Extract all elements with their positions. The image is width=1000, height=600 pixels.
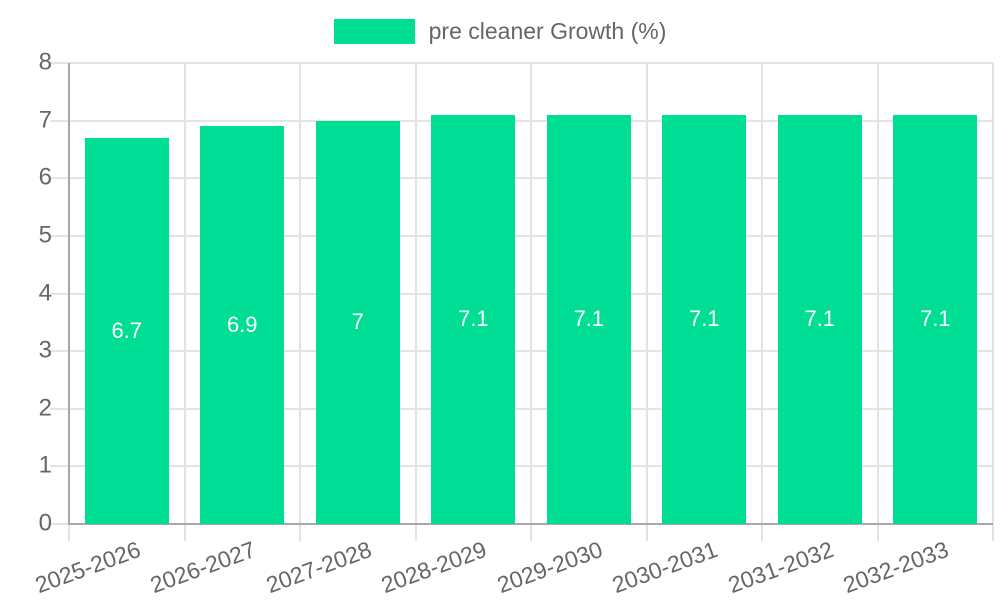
bar-2029-2030[interactable] [546, 114, 631, 524]
x-axis-tick-label: 2030-2031 [608, 536, 722, 599]
bar-value-label: 7.1 [573, 306, 605, 332]
y-axis-tick-label: 0 [38, 509, 52, 537]
y-axis-tick-label: 3 [38, 336, 52, 364]
gridline-horizontal [50, 62, 993, 64]
y-axis-tick-label: 5 [38, 221, 52, 249]
bar-value-label: 6.7 [111, 317, 143, 343]
gridline-horizontal [50, 119, 993, 122]
y-axis-tick-label: 1 [38, 451, 52, 479]
bar-value-label: 7.1 [804, 306, 836, 332]
gridline-vertical [645, 63, 648, 541]
x-axis-tick-label: 2026-2027 [146, 536, 260, 599]
y-axis-tick-label: 2 [38, 394, 52, 422]
legend[interactable]: pre cleaner Growth (%) [0, 18, 1000, 45]
x-axis-tick-label: 2029-2030 [493, 536, 606, 599]
y-axis-tick-label: 4 [38, 278, 52, 306]
bar-2028-2029[interactable] [431, 114, 516, 524]
x-axis-tick-label: 2031-2032 [724, 536, 837, 599]
bar-2025-2026[interactable] [84, 137, 169, 524]
gridline-vertical [530, 63, 532, 541]
bar-value-label: 7.1 [688, 306, 720, 332]
bar-2026-2027[interactable] [200, 126, 285, 524]
gridline-vertical [414, 63, 417, 541]
gridline-horizontal [50, 177, 993, 180]
x-axis-line [68, 523, 993, 525]
legend-label: pre cleaner Growth (%) [428, 18, 667, 44]
gridline-vertical [299, 63, 301, 541]
bar-2030-2031[interactable] [662, 114, 747, 524]
bar-value-label: 7.1 [457, 306, 489, 332]
gridline-vertical [876, 63, 879, 541]
bar-value-label: 7.1 [919, 306, 951, 332]
gridline-horizontal [50, 465, 993, 468]
y-axis-tick-label: 7 [38, 106, 52, 134]
x-axis-tick-label: 2032-2033 [839, 536, 953, 599]
gridline-horizontal [50, 234, 993, 237]
y-axis-tick-label: 8 [38, 48, 52, 76]
gridline-vertical [992, 63, 994, 541]
bar-2031-2032[interactable] [777, 114, 862, 524]
gridline-horizontal [50, 350, 993, 353]
x-axis-tick-label: 2028-2029 [377, 536, 491, 599]
gridline-vertical [761, 63, 763, 541]
bar-2032-2033[interactable] [893, 114, 978, 524]
bar-2027-2028[interactable] [315, 120, 400, 524]
y-axis-line [68, 63, 70, 524]
legend-swatch-icon [333, 19, 415, 44]
gridline-horizontal [50, 407, 993, 410]
bar-value-label: 7 [351, 309, 364, 335]
x-axis-tick-label: 2027-2028 [262, 536, 375, 599]
x-axis-tick-label: 2025-2026 [31, 536, 144, 599]
y-axis-tick-label: 6 [38, 163, 52, 191]
gridline-vertical [183, 63, 186, 541]
bar-value-label: 6.9 [226, 312, 258, 338]
gridline-horizontal [50, 292, 993, 295]
